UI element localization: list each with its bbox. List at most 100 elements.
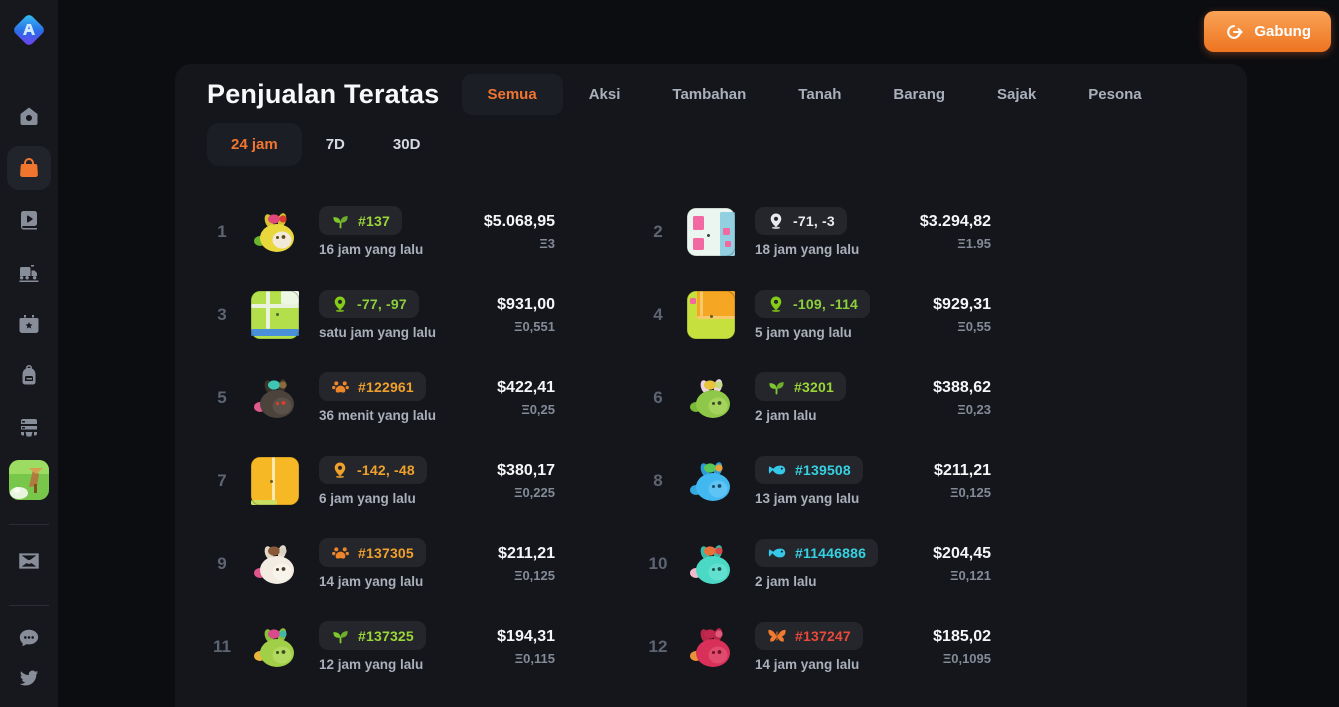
sidebar-item-marketplace[interactable]	[7, 146, 51, 190]
sidebar-item-twitter[interactable]	[7, 660, 51, 696]
sidebar-divider	[9, 605, 49, 606]
sale-id-badge: -142, -48	[319, 455, 427, 484]
sale-time-ago: 18 jam yang lalu	[755, 241, 860, 257]
category-tab-tambahan[interactable]: Tambahan	[672, 86, 747, 103]
time-filter-tab-7d[interactable]: 7D	[325, 136, 345, 153]
sale-thumbnail	[251, 374, 299, 422]
plant-icon	[767, 377, 786, 396]
sale-list-item[interactable]: 3 -77, -97 satu jam yang lalu $931,00 Ξ0…	[207, 273, 555, 356]
login-icon	[1227, 24, 1243, 39]
sale-id-label: #139508	[795, 461, 851, 478]
butterfly-icon	[768, 629, 786, 642]
sale-list-item[interactable]: 10 #11446886 2 jam lalu $204,45 Ξ0,121	[643, 522, 991, 605]
sale-id-label: #3201	[794, 378, 834, 395]
sale-list-item[interactable]: 9 #137305 14 jam yang lalu $211,21 Ξ0,12…	[207, 522, 555, 605]
sale-id-label: #137305	[358, 544, 414, 561]
pin-icon	[770, 213, 782, 229]
fish-icon	[767, 461, 787, 479]
sale-time-ago: 36 menit yang lalu	[319, 408, 437, 423]
sale-thumbnail	[251, 456, 299, 505]
sale-id-badge: #137247	[755, 621, 863, 650]
category-tab-barang[interactable]: Barang	[893, 86, 946, 103]
sale-id-badge: #3201	[755, 372, 846, 401]
sidebar-item-train[interactable]	[7, 250, 51, 294]
archive-icon	[21, 419, 37, 437]
sidebar-item-media[interactable]	[7, 198, 51, 242]
sale-list-item[interactable]: 1 #137 16 jam yang lalu $5.068,95 Ξ3	[207, 190, 555, 273]
sale-id-badge: -71, -3	[755, 206, 847, 235]
sale-list-item[interactable]: 6 #3201 2 jam lalu $388,62 Ξ0,23	[643, 356, 991, 439]
sale-price-usd: $194,31	[497, 627, 555, 645]
sale-price-eth: Ξ0,1095	[942, 650, 991, 666]
sale-thumbnail	[687, 374, 735, 422]
home-icon	[20, 107, 38, 125]
sale-price: $422,41 Ξ0,25	[497, 379, 555, 417]
sale-list-item[interactable]: 2 -71, -3 18 jam yang lalu $3.294,82 Ξ1.…	[643, 190, 991, 273]
sidebar	[0, 0, 58, 707]
sale-price-eth: Ξ0,23	[957, 401, 991, 417]
sidebar-item-home[interactable]	[7, 94, 51, 138]
sale-price-eth: Ξ0,125	[950, 484, 991, 500]
plant-icon	[769, 382, 784, 395]
sale-list-item[interactable]: 5 #122961 36 menit yang lalu $422,41 Ξ0,…	[207, 356, 555, 439]
sale-id-label: #11446886	[795, 544, 867, 561]
sale-rank: 5	[217, 387, 227, 407]
category-tab-aksi[interactable]: Aksi	[588, 86, 621, 103]
sale-id-badge: #137325	[319, 621, 426, 650]
butterfly-icon	[767, 627, 787, 645]
sale-list-item[interactable]: 12 #137247 14 jam yang lalu $185,02 Ξ0,1…	[643, 605, 991, 688]
sale-list-item[interactable]: 4 -109, -114 5 jam yang lalu $929,31 Ξ0,…	[643, 273, 991, 356]
sale-id-label: -77, -97	[357, 295, 407, 312]
sale-time-ago: 16 jam yang lalu	[319, 242, 424, 257]
sale-price-eth: Ξ0,225	[514, 484, 555, 500]
sale-price: $931,00 Ξ0,551	[497, 296, 555, 334]
sidebar-nav	[7, 94, 51, 510]
eth-icon: Ξ	[942, 650, 952, 666]
sidebar-item-archive[interactable]	[7, 406, 51, 450]
pin-icon	[770, 296, 782, 312]
sale-id-badge: -109, -114	[755, 289, 871, 318]
category-tab-tanah[interactable]: Tanah	[798, 86, 842, 103]
category-tab-pesona[interactable]: Pesona	[1088, 86, 1142, 103]
sale-thumbnail	[687, 540, 735, 588]
sale-id-label: #137247	[795, 627, 851, 644]
sale-rank: 7	[217, 470, 227, 490]
sale-price: $211,21 Ξ0,125	[934, 462, 991, 500]
sale-time-ago: 5 jam yang lalu	[755, 324, 852, 340]
top-sales-panel: Penjualan Teratas Semua Aksi Tambahan Tanah…	[175, 64, 1247, 707]
sidebar-item-inventory[interactable]	[7, 354, 51, 398]
sidebar-item-box[interactable]	[7, 539, 51, 583]
sale-rank: 4	[653, 304, 663, 324]
join-button[interactable]: Gabung	[1204, 11, 1331, 52]
sale-price: $380,17 Ξ0,225	[497, 462, 555, 500]
eth-icon: Ξ	[950, 567, 959, 583]
sale-time-ago: 6 jam yang lalu	[319, 490, 416, 506]
sale-price: $3.294,82 Ξ1.95	[920, 213, 991, 251]
axie-logo[interactable]	[9, 10, 49, 50]
time-filter-tab-24-jam[interactable]: 24 jam	[207, 123, 302, 166]
category-tab-semua[interactable]: Semua	[461, 74, 563, 115]
paw-icon	[331, 543, 350, 562]
pin-icon	[331, 295, 349, 313]
sale-list-item[interactable]: 8 #139508 13 jam yang lalu $211,21 Ξ0,12…	[643, 439, 991, 522]
paw-icon	[331, 377, 350, 396]
eth-icon: Ξ	[957, 235, 966, 251]
sale-rank: 11	[213, 636, 231, 656]
sale-rank: 3	[217, 304, 227, 324]
fish-icon	[768, 465, 786, 474]
sale-rank: 9	[217, 553, 227, 573]
eth-icon: Ξ	[957, 318, 966, 334]
sale-list-item[interactable]: 11 #137325 12 jam yang lalu $194,31 Ξ0,1…	[207, 605, 555, 688]
eth-icon: Ξ	[521, 401, 530, 417]
sidebar-item-chat[interactable]	[7, 620, 51, 656]
time-filter-tab-30d[interactable]: 30D	[392, 136, 421, 153]
calendar-star-icon	[19, 315, 39, 333]
sale-id-label: -71, -3	[793, 212, 835, 229]
fish-icon	[767, 544, 787, 562]
sidebar-item-game[interactable]	[7, 458, 51, 502]
category-tab-sajak[interactable]: Sajak	[997, 86, 1037, 103]
sale-list-item[interactable]: 7 -142, -48 6 jam yang lalu $380,17 Ξ0,2…	[207, 439, 555, 522]
sale-rank: 10	[648, 553, 668, 573]
sale-rank: 8	[653, 470, 663, 490]
sidebar-item-events[interactable]	[7, 302, 51, 346]
